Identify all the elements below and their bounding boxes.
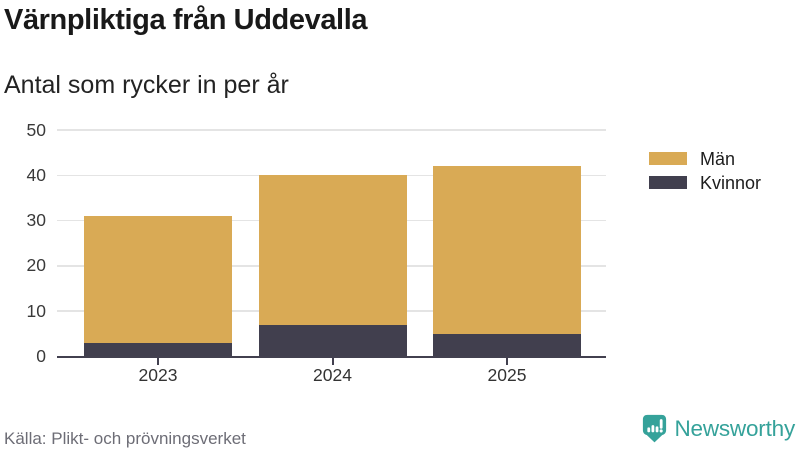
chart-title: Värnpliktiga från Uddevalla [4, 4, 368, 36]
newsworthy-wordmark: Newsworthy [674, 415, 795, 441]
x-axis-tick [506, 358, 508, 365]
bar-2024-män [258, 175, 407, 325]
bar-2024-kvinnor [258, 324, 407, 357]
bar-2025-kvinnor [433, 333, 581, 357]
source-note: Källa: Plikt- och prövningsverket [4, 429, 246, 448]
x-axis-line [57, 355, 606, 358]
y-axis-label: 0 [36, 346, 46, 366]
x-axis-tick [331, 358, 334, 365]
y-axis-label: 50 [26, 119, 46, 140]
newsworthy-logo: Newsworthy [642, 414, 795, 443]
y-axis-label: 10 [26, 300, 46, 321]
legend-item-kvinnor: Kvinnor [649, 172, 762, 193]
legend-swatch-kvinnor [649, 176, 687, 189]
chart-legend: Män Kvinnor [649, 148, 762, 193]
x-axis-label: 2025 [487, 365, 527, 385]
legend-swatch-män [649, 152, 687, 165]
x-axis-label: 2024 [313, 365, 352, 385]
x-axis-tick [157, 358, 159, 365]
bar-2025-män [433, 166, 581, 334]
bar-2023-män [84, 216, 232, 343]
bar-2023-kvinnor [84, 342, 232, 357]
x-axis-label: 2023 [138, 365, 178, 385]
newsworthy-bubble-chart-icon [643, 414, 667, 443]
legend-label-kvinnor: Kvinnor [700, 172, 762, 193]
y-axis-label: 20 [26, 255, 46, 276]
legend-label-män: Män [700, 148, 736, 169]
chart-subtitle: Antal som rycker in per år [4, 71, 289, 99]
y-axis-label: 40 [26, 164, 46, 185]
gridline-50 [57, 129, 606, 131]
y-axis-label: 30 [26, 210, 46, 231]
legend-item-män: Män [649, 148, 761, 169]
